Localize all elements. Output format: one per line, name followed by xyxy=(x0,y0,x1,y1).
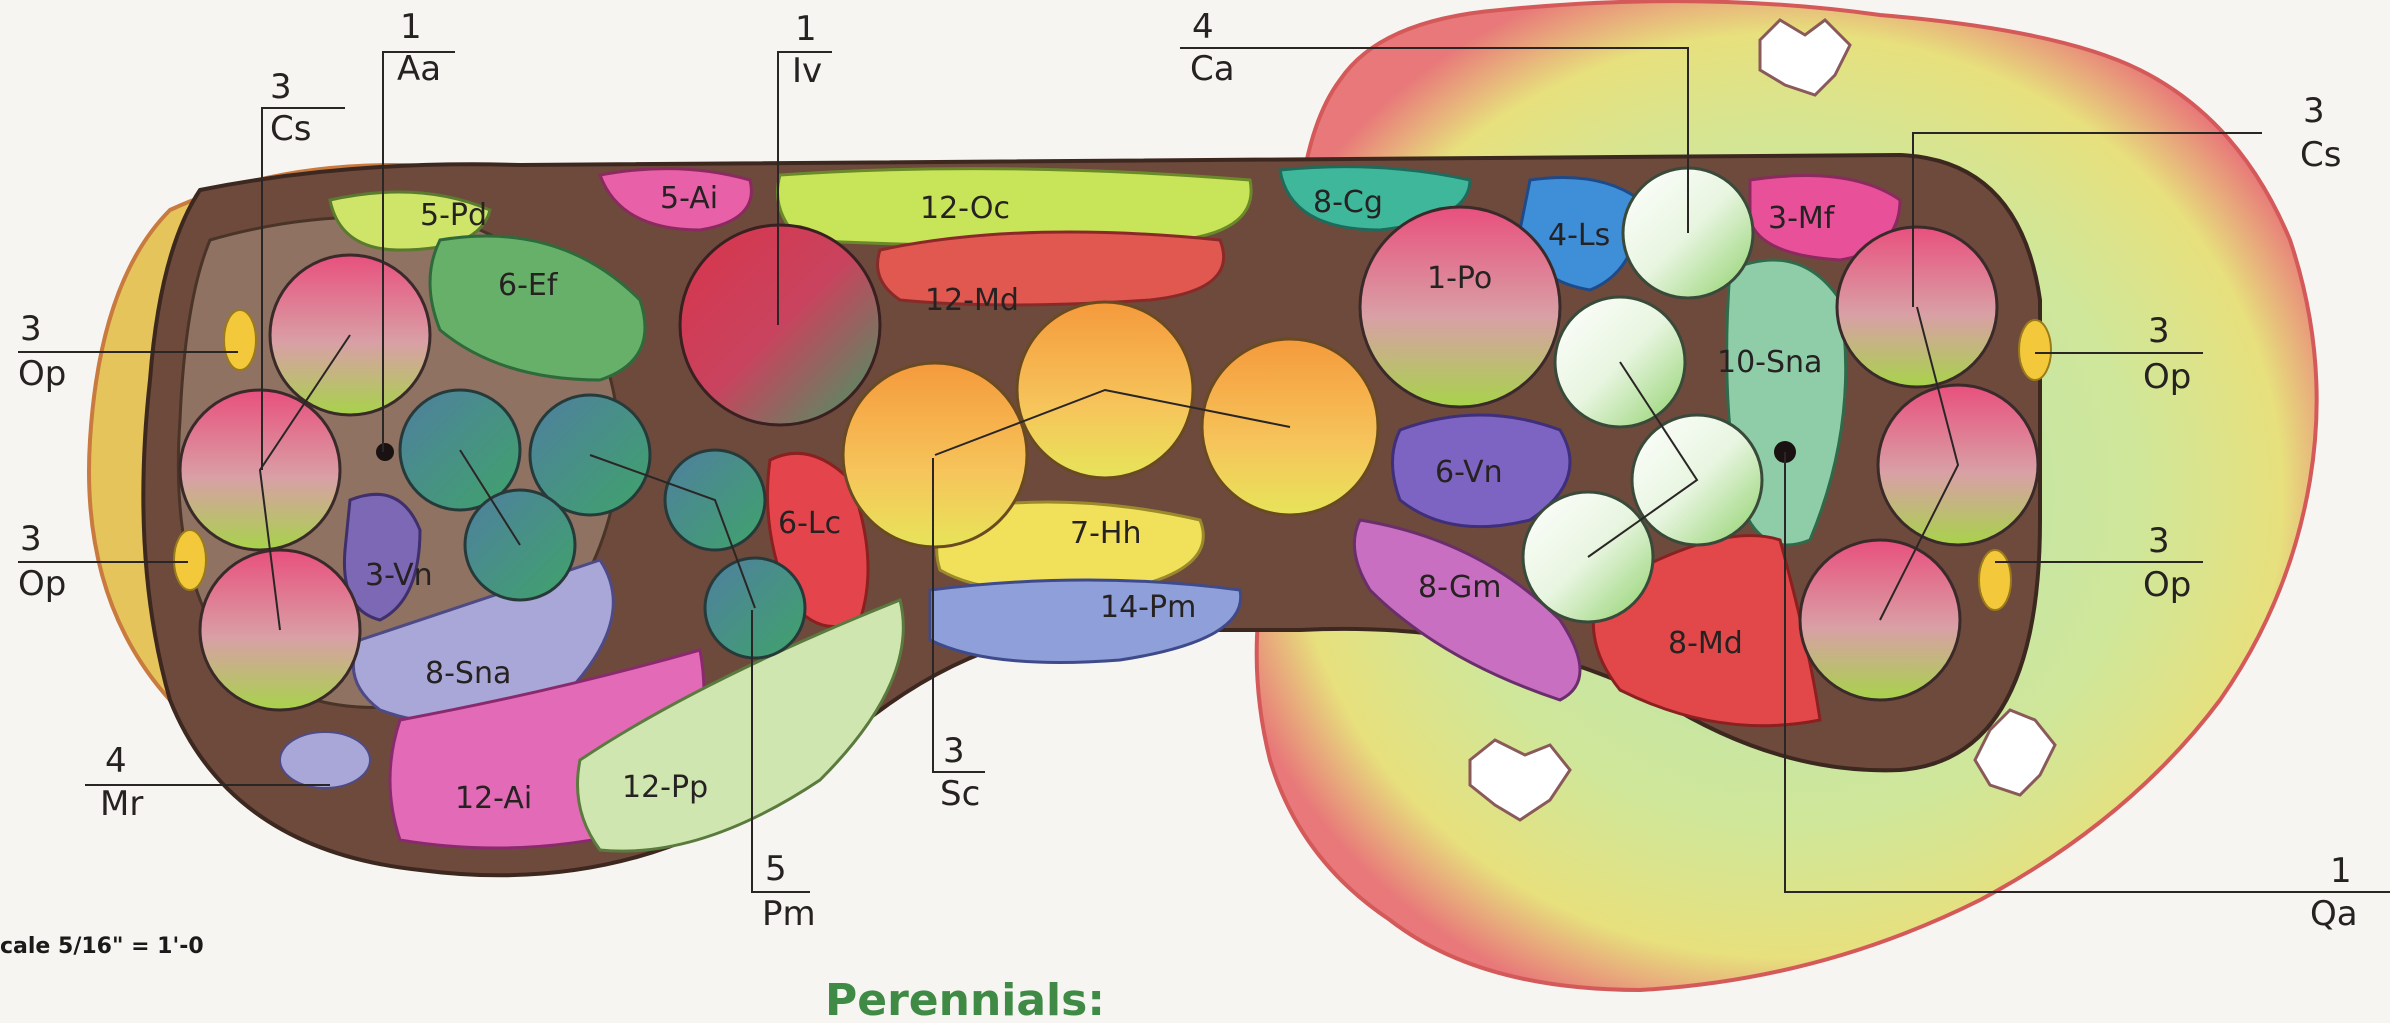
perennials-heading: Perennials: xyxy=(825,975,1105,1023)
plant-label-8-gm: 8-Gm xyxy=(1418,570,1501,605)
op-clump xyxy=(173,529,207,591)
callout-cs-right-count: 3 xyxy=(2303,91,2325,131)
callout-aa-count: 1 xyxy=(400,7,422,47)
mass-12-md xyxy=(876,230,1226,307)
plant-label-14-pm: 14-Pm xyxy=(1100,590,1196,625)
callout-op-left-bottom-code: Op xyxy=(18,564,66,604)
leader-cs-left xyxy=(261,107,345,470)
leader-iv xyxy=(777,51,832,325)
op-clump xyxy=(1978,549,2012,611)
leader-sc xyxy=(932,458,985,773)
plant-label-3-mf: 3-Mf xyxy=(1768,201,1836,236)
shrub-connector xyxy=(1587,361,1699,558)
plant-label-5-ai: 5-Ai xyxy=(660,181,718,216)
callout-cs-left-code: Cs xyxy=(270,109,311,149)
scale-note: cale 5/16" = 1'-0 xyxy=(0,934,204,959)
mass-6-ef xyxy=(428,234,647,382)
callout-iv-code: Iv xyxy=(792,51,822,91)
mass-8-gm xyxy=(1352,518,1582,702)
plant-label-1-po: 1-Po xyxy=(1427,261,1492,296)
plant-label-12-ai: 12-Ai xyxy=(455,781,532,816)
stepping-stone xyxy=(1973,708,2057,797)
callout-pm-count: 5 xyxy=(765,849,787,889)
plant-label-12-md: 12-Md xyxy=(925,283,1019,318)
callout-ca-code: Ca xyxy=(1190,49,1235,89)
leader-cs-right xyxy=(1912,132,2262,307)
shrub-connector xyxy=(1879,306,1960,621)
plant-label-8-md: 8-Md xyxy=(1668,626,1743,661)
callout-op-right-bottom-code: Op xyxy=(2143,565,2191,605)
callout-iv-count: 1 xyxy=(795,9,817,49)
callout-cs-left-count: 3 xyxy=(270,67,292,107)
callout-op-right-top-count: 3 xyxy=(2148,311,2170,351)
plant-label-7-hh: 7-Hh xyxy=(1070,516,1141,551)
leader-ca xyxy=(1180,47,1689,233)
callout-ca-count: 4 xyxy=(1192,7,1214,47)
mass-14-pm xyxy=(928,578,1243,664)
shrub-connector xyxy=(934,388,1291,456)
callout-mr-code: Mr xyxy=(100,784,143,824)
callout-mr-count: 4 xyxy=(105,741,127,781)
plant-label-10-sna: 10-Sna xyxy=(1717,345,1822,380)
callout-op-left-top-code: Op xyxy=(18,354,66,394)
stepping-stone xyxy=(1468,738,1572,822)
callout-op-right-top-code: Op xyxy=(2143,357,2191,397)
callout-op-right-bottom-count: 3 xyxy=(2148,521,2170,561)
callout-cs-right-code: Cs xyxy=(2300,135,2341,175)
callout-op-left-bottom-count: 3 xyxy=(20,519,42,559)
callout-sc-count: 3 xyxy=(943,731,965,771)
shrub-connector xyxy=(459,449,521,546)
op-clump xyxy=(2018,319,2052,381)
plant-label-4-ls: 4-Ls xyxy=(1548,218,1610,253)
leader-aa xyxy=(382,51,455,452)
shrub-connector xyxy=(589,454,756,609)
callout-op-left-top-count: 3 xyxy=(20,309,42,349)
callout-sc-code: Sc xyxy=(940,774,980,814)
plant-label-6-vn: 6-Vn xyxy=(1435,455,1503,490)
mass-6-vn xyxy=(1391,413,1572,529)
callout-qa-count: 1 xyxy=(2330,851,2352,891)
tree-iv xyxy=(678,223,882,427)
callout-qa-code: Qa xyxy=(2310,894,2358,934)
tree-aa-marker xyxy=(376,443,394,461)
callout-aa-code: Aa xyxy=(397,49,441,89)
mass-5-ai xyxy=(597,167,753,232)
plant-label-6-ef: 6-Ef xyxy=(498,268,559,303)
op-clump xyxy=(223,309,257,371)
plant-label-12-pp: 12-Pp xyxy=(622,770,708,805)
plant-label-12-oc: 12-Oc xyxy=(920,191,1010,226)
stepping-stone xyxy=(1758,18,1852,97)
mass-12-pp xyxy=(576,597,905,853)
plant-label-8-cg: 8-Cg xyxy=(1313,185,1383,220)
plant-label-6-lc: 6-Lc xyxy=(778,506,841,541)
plant-label-8-sna: 8-Sna xyxy=(425,656,511,691)
shrub-connector xyxy=(258,334,351,631)
tree-po xyxy=(1358,205,1562,409)
leader-qa xyxy=(1784,452,2390,893)
callout-pm-code: Pm xyxy=(762,894,816,934)
mr-clump xyxy=(279,731,371,789)
leader-pm xyxy=(751,610,810,893)
plant-label-5-pd: 5-Pd xyxy=(420,198,487,233)
plant-label-3-vn: 3-Vn xyxy=(365,558,433,593)
